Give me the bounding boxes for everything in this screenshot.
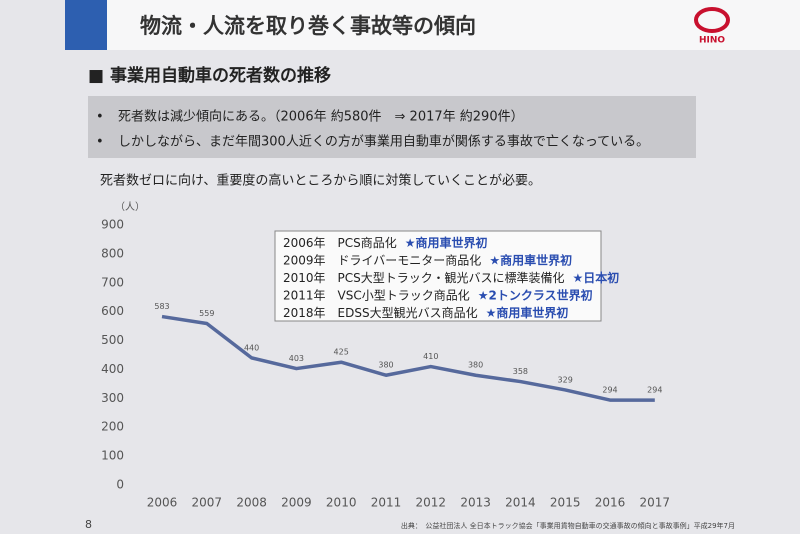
annotation: 2009年 ドライバーモニター商品化 ★商用車世界初 xyxy=(283,252,572,267)
bullet: 死者数は減少傾向にある。（2006年 約580件 ⇒ 2017年 約290件） xyxy=(118,109,524,125)
x-tick-label: 2010 xyxy=(326,496,357,510)
annotation: 2018年 EDSS大型観光バス商品化 ★商用車世界初 xyxy=(283,305,568,320)
x-tick-label: 2015 xyxy=(550,496,581,510)
y-tick-label: 600 xyxy=(101,304,124,318)
data-label: 425 xyxy=(334,348,349,357)
y-tick-label: 900 xyxy=(101,218,124,232)
annotation-highlight: ★日本初 xyxy=(573,270,620,285)
annotation-highlight: ★商用車世界初 xyxy=(486,305,569,320)
plot: 0 100 200 300 400 500 600 700 800 900 2006 2007 2008… xyxy=(101,218,670,510)
x-tick-label: 2013 xyxy=(460,496,491,510)
data-label: 440 xyxy=(244,343,259,352)
x-tick-label: 2006 xyxy=(147,496,178,510)
annotation-highlight: ★2トンクラス世界初 xyxy=(478,287,593,302)
data-label: 294 xyxy=(647,386,662,395)
annotation-text: 2010年 PCS大型トラック・観光バスに標準装備化 xyxy=(283,270,565,285)
x-tick-label: 2009 xyxy=(281,496,312,510)
annotation-text: 2011年 VSC小型トラック商品化 xyxy=(283,287,470,302)
bullet: しかしながら、まだ年間300人近くの方が事業用自動車が関係する事故で亡くなってい… xyxy=(118,134,649,150)
annotation-text: 2009年 ドライバーモニター商品化 xyxy=(283,252,481,267)
bullet-dot: • xyxy=(96,110,104,125)
y-tick-label: 700 xyxy=(101,275,124,289)
x-tick-label: 2008 xyxy=(236,496,267,510)
y-tick-label: 200 xyxy=(101,420,124,434)
logo-mark xyxy=(694,7,730,33)
bullet-box xyxy=(88,96,696,158)
data-label: 559 xyxy=(199,309,214,318)
source: 出典： 公益社団法人 全日本トラック協会「事業用貨物自動車の交通事故の傾向と事故… xyxy=(401,521,735,530)
x-tick-label: 2012 xyxy=(416,496,447,510)
annotation-text: 2018年 EDSS大型観光バス商品化 xyxy=(283,305,478,320)
data-label: 329 xyxy=(558,375,573,384)
annotation: 2006年 PCS商品化 ★商用車世界初 xyxy=(283,235,488,250)
x-tick-label: 2017 xyxy=(640,496,671,510)
y-tick-label: 500 xyxy=(101,333,124,347)
y-tick-label: 300 xyxy=(101,391,124,405)
data-label: 410 xyxy=(423,352,438,361)
title-accent xyxy=(65,0,107,50)
data-label: 380 xyxy=(378,361,393,370)
data-label: 403 xyxy=(289,354,304,363)
slide-title: 物流・人流を取り巻く事故等の傾向 xyxy=(140,14,476,38)
annotation-text: 2006年 PCS商品化 xyxy=(283,235,397,250)
logo-text: HINO xyxy=(699,36,725,46)
annotation: 2010年 PCS大型トラック・観光バスに標準装備化 ★日本初 xyxy=(283,270,619,285)
x-tick-label: 2014 xyxy=(505,496,536,510)
bullet-dot: • xyxy=(96,135,104,150)
section-heading: ■ 事業用自動車の死者数の推移 xyxy=(88,65,331,86)
note: 死者数ゼロに向け、重要度の高いところから順に対策していくことが必要。 xyxy=(100,173,541,189)
page-number: 8 xyxy=(85,518,92,531)
x-tick-label: 2016 xyxy=(595,496,626,510)
annotation: 2011年 VSC小型トラック商品化 ★2トンクラス世界初 xyxy=(283,287,593,302)
y-tick-label: 0 xyxy=(116,478,124,492)
data-line xyxy=(161,314,655,402)
data-label: 583 xyxy=(154,302,169,311)
data-label: 358 xyxy=(513,367,528,376)
y-tick-label: 800 xyxy=(101,246,124,260)
annotation-highlight: ★商用車世界初 xyxy=(489,252,572,267)
annotation-box xyxy=(274,230,602,322)
title-band xyxy=(65,0,800,50)
data-label: 380 xyxy=(468,361,483,370)
y-tick-label: 100 xyxy=(101,449,124,463)
y-tick-label: 400 xyxy=(101,362,124,376)
x-tick-label: 2011 xyxy=(371,496,402,510)
x-tick-label: 2007 xyxy=(192,496,223,510)
annotation-highlight: ★商用車世界初 xyxy=(405,235,488,250)
data-label: 294 xyxy=(602,386,617,395)
y-axis-label: （人） xyxy=(115,201,145,213)
